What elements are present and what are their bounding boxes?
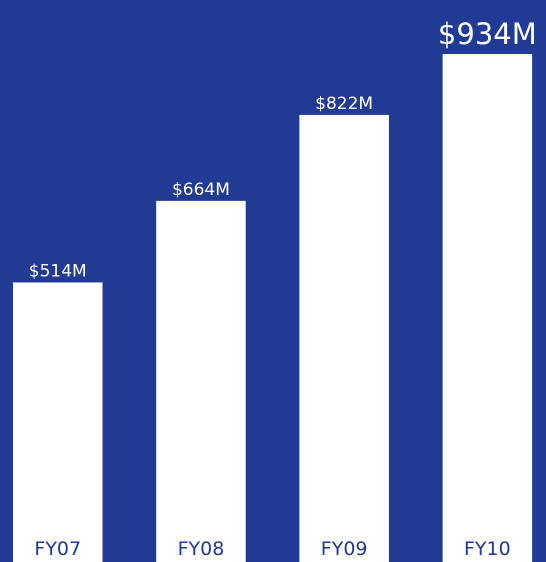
category-label: FY10 — [464, 538, 511, 560]
value-label: $664M — [172, 180, 230, 200]
category-label: FY07 — [34, 538, 81, 560]
value-label: $822M — [315, 94, 373, 114]
value-label: $934M — [438, 17, 537, 51]
bar — [156, 200, 246, 562]
bar — [299, 114, 389, 562]
category-label: FY08 — [178, 538, 225, 560]
bar — [442, 54, 533, 562]
bar — [13, 282, 103, 562]
category-label: FY09 — [321, 538, 368, 560]
value-label: $514M — [29, 261, 87, 281]
